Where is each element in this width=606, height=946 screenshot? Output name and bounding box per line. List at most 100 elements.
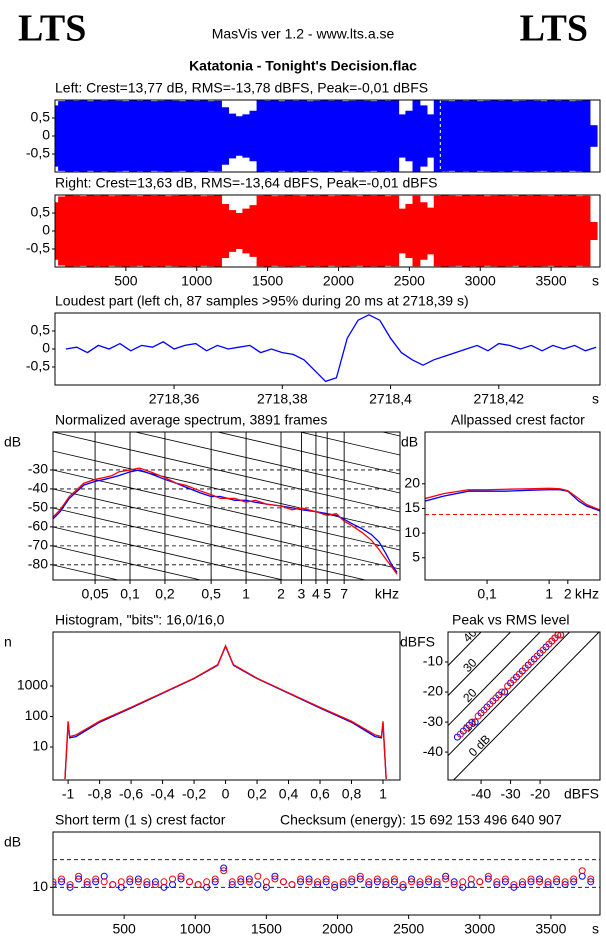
- scatter-point: [492, 694, 500, 702]
- scatter-point: [493, 881, 501, 889]
- scatter-point: [373, 878, 381, 886]
- y-tick-label: -0,5: [26, 358, 50, 374]
- scatter-point: [399, 881, 407, 889]
- scatter-point: [305, 875, 313, 883]
- scatter-point: [510, 881, 518, 889]
- scatter-point: [348, 878, 356, 886]
- scatter-point: [126, 875, 134, 883]
- panel-title: Right: Crest=13,63 dB, RMS=-13,64 dBFS, …: [55, 175, 437, 191]
- scatter-point: [498, 688, 506, 696]
- scatter-point: [203, 878, 211, 886]
- x-unit: s: [592, 391, 599, 407]
- scatter-point: [109, 881, 117, 889]
- x-unit: kHz: [375, 586, 399, 602]
- y-tick-label: -40: [423, 743, 443, 759]
- scatter-point: [433, 878, 441, 886]
- scatter-point: [322, 875, 330, 883]
- scatter-point: [100, 878, 108, 886]
- scatter-point: [587, 878, 595, 886]
- scatter-point: [501, 688, 509, 696]
- x-unit: kHz: [575, 586, 599, 602]
- scatter-point: [143, 878, 151, 886]
- crest-line: [452, 632, 600, 780]
- plot-frame: [54, 194, 601, 268]
- scatter-point: [356, 875, 364, 883]
- scatter-point: [501, 878, 509, 886]
- scatter-point: [211, 875, 219, 883]
- scatter-point: [348, 875, 356, 883]
- scatter-point: [83, 878, 91, 886]
- scatter-point: [408, 878, 416, 886]
- scatter-point: [66, 881, 74, 889]
- y-unit: dB: [401, 434, 418, 450]
- scatter-point: [365, 881, 373, 889]
- scatter-point: [527, 875, 535, 883]
- scatter-point: [220, 867, 228, 875]
- y-tick-label: -60: [28, 518, 48, 534]
- scatter-point: [459, 878, 467, 886]
- scatter-point: [471, 718, 479, 726]
- series-line: [53, 469, 398, 573]
- scatter-point: [518, 881, 526, 889]
- x-tick-label: 0,1: [120, 586, 140, 602]
- x-tick-label: 5: [323, 586, 331, 602]
- scatter-point: [373, 875, 381, 883]
- scatter-point: [484, 875, 492, 883]
- scatter-point: [570, 875, 578, 883]
- scatter-point: [339, 881, 347, 889]
- checksum: Checksum (energy): 15 692 153 496 640 90…: [280, 812, 562, 828]
- x-tick-label: 0: [222, 786, 230, 802]
- scatter-point: [527, 658, 535, 666]
- scatter-point: [515, 670, 523, 678]
- x-tick-label: -20: [530, 786, 550, 802]
- logo-right: LTS: [520, 8, 588, 50]
- y-tick-label: 100: [25, 707, 49, 723]
- scatter-point: [134, 878, 142, 886]
- scatter-point: [553, 875, 561, 883]
- y-tick-label: 15: [404, 499, 420, 515]
- crest-line: [448, 632, 512, 696]
- scatter-point: [382, 881, 390, 889]
- slope-line: [53, 564, 120, 580]
- y-tick-label: -80: [28, 556, 48, 572]
- scatter-point: [425, 875, 433, 883]
- slope-line: [53, 488, 400, 570]
- y-tick-label: -50: [28, 499, 48, 515]
- scatter-point: [169, 875, 177, 883]
- x-tick-label: 3000: [465, 273, 496, 289]
- scatter-point: [288, 881, 296, 889]
- scatter-point: [456, 730, 464, 738]
- x-unit: dBFS: [564, 786, 599, 802]
- y-tick-label: 0: [42, 340, 50, 356]
- x-tick-label: 2718,42: [473, 391, 524, 407]
- x-tick-label: 2500: [393, 921, 424, 937]
- y-unit: n: [4, 634, 12, 650]
- x-tick-label: 1: [379, 786, 387, 802]
- y-unit: dB: [4, 834, 21, 850]
- scatter-point: [331, 883, 339, 891]
- scatter-point: [433, 881, 441, 889]
- scatter-point: [356, 872, 364, 880]
- panel-title: Short term (1 s) crest factor: [55, 812, 226, 828]
- scatter-point: [416, 878, 424, 886]
- x-tick-label: 1000: [180, 921, 211, 937]
- x-tick-label: 3: [298, 586, 306, 602]
- plot-frame: [54, 99, 601, 173]
- scatter-point: [211, 878, 219, 886]
- x-tick-label: 2718,36: [149, 391, 200, 407]
- scatter-point: [518, 878, 526, 886]
- x-tick-label: 0,05: [81, 586, 108, 602]
- slope-line: [53, 526, 285, 580]
- plot-area: [55, 195, 598, 267]
- x-tick-label: 1: [545, 586, 553, 602]
- panel-title: Normalized average spectrum, 3891 frames: [55, 412, 327, 428]
- scatter-point: [331, 881, 339, 889]
- scatter-point: [544, 878, 552, 886]
- scatter-point: [262, 878, 270, 886]
- slope-line: [53, 545, 203, 580]
- y-tick-label: 0: [42, 127, 50, 143]
- x-tick-label: 4: [312, 586, 320, 602]
- scatter-point: [561, 878, 569, 886]
- scatter-point: [66, 883, 74, 891]
- x-tick-label: 7: [340, 586, 348, 602]
